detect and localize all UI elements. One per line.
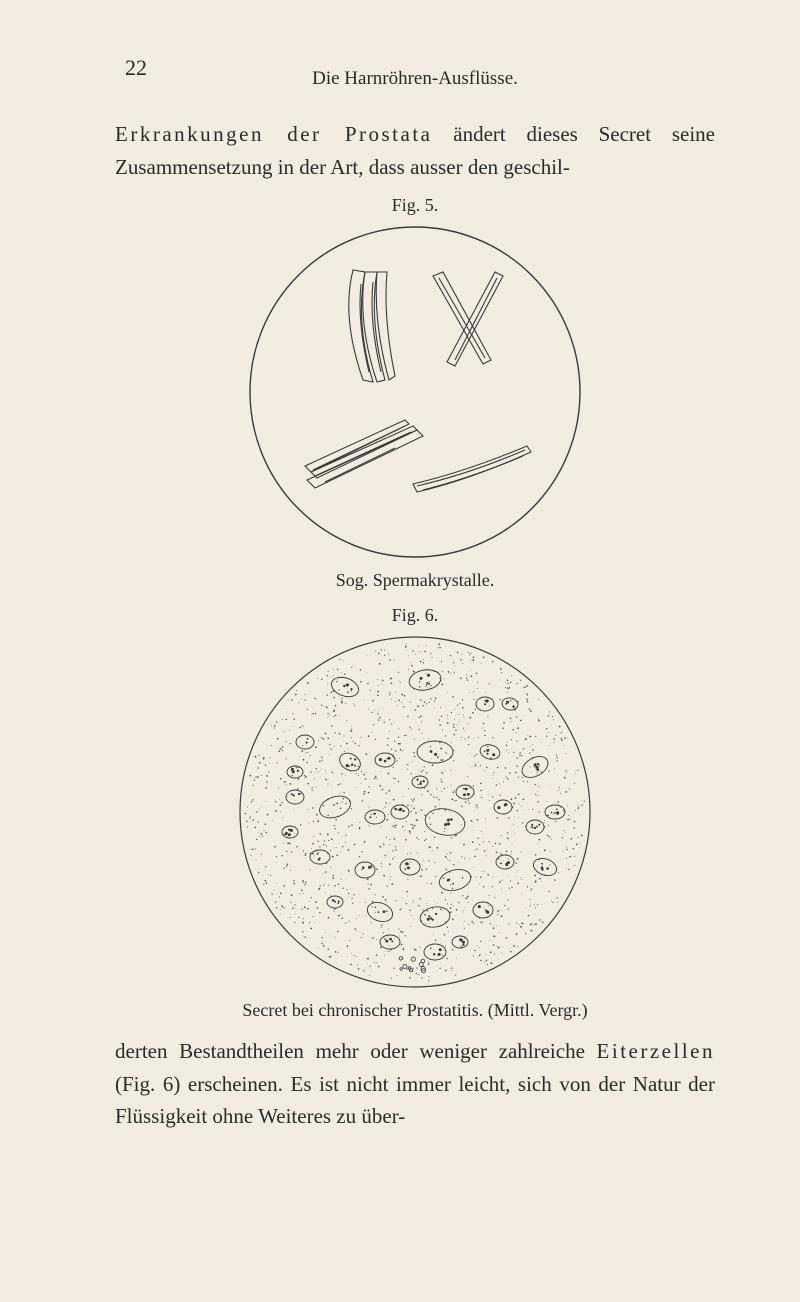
fig6-caption: Secret bei chronischer Prostatitis. (Mit… bbox=[115, 1000, 715, 1021]
spermakrystalle-illustration bbox=[245, 222, 585, 562]
text-run: (Fig. 6) erscheinen. Es ist nicht immer … bbox=[115, 1072, 715, 1129]
paragraph-top: Erkrankungen der Prostata ändert dieses … bbox=[115, 118, 715, 183]
spaced-term: Erkrankungen der Prostata bbox=[115, 122, 432, 146]
paragraph-bottom: derten Bestandtheilen mehr oder weniger … bbox=[115, 1035, 715, 1133]
figure-5 bbox=[115, 222, 715, 562]
spaced-term: Eiter­zellen bbox=[597, 1039, 715, 1063]
fig5-label: Fig. 5. bbox=[115, 195, 715, 216]
running-head: Die Harnröhren-Ausflüsse. bbox=[115, 68, 715, 90]
text-run: derten Bestandtheilen mehr oder weniger … bbox=[115, 1039, 597, 1063]
figure-6 bbox=[115, 632, 715, 992]
fig5-caption: Sog. Spermakrystalle. bbox=[115, 570, 715, 591]
page-number: 22 bbox=[125, 55, 147, 81]
fig6-label: Fig. 6. bbox=[115, 605, 715, 626]
prostatitis-secret-illustration bbox=[235, 632, 595, 992]
